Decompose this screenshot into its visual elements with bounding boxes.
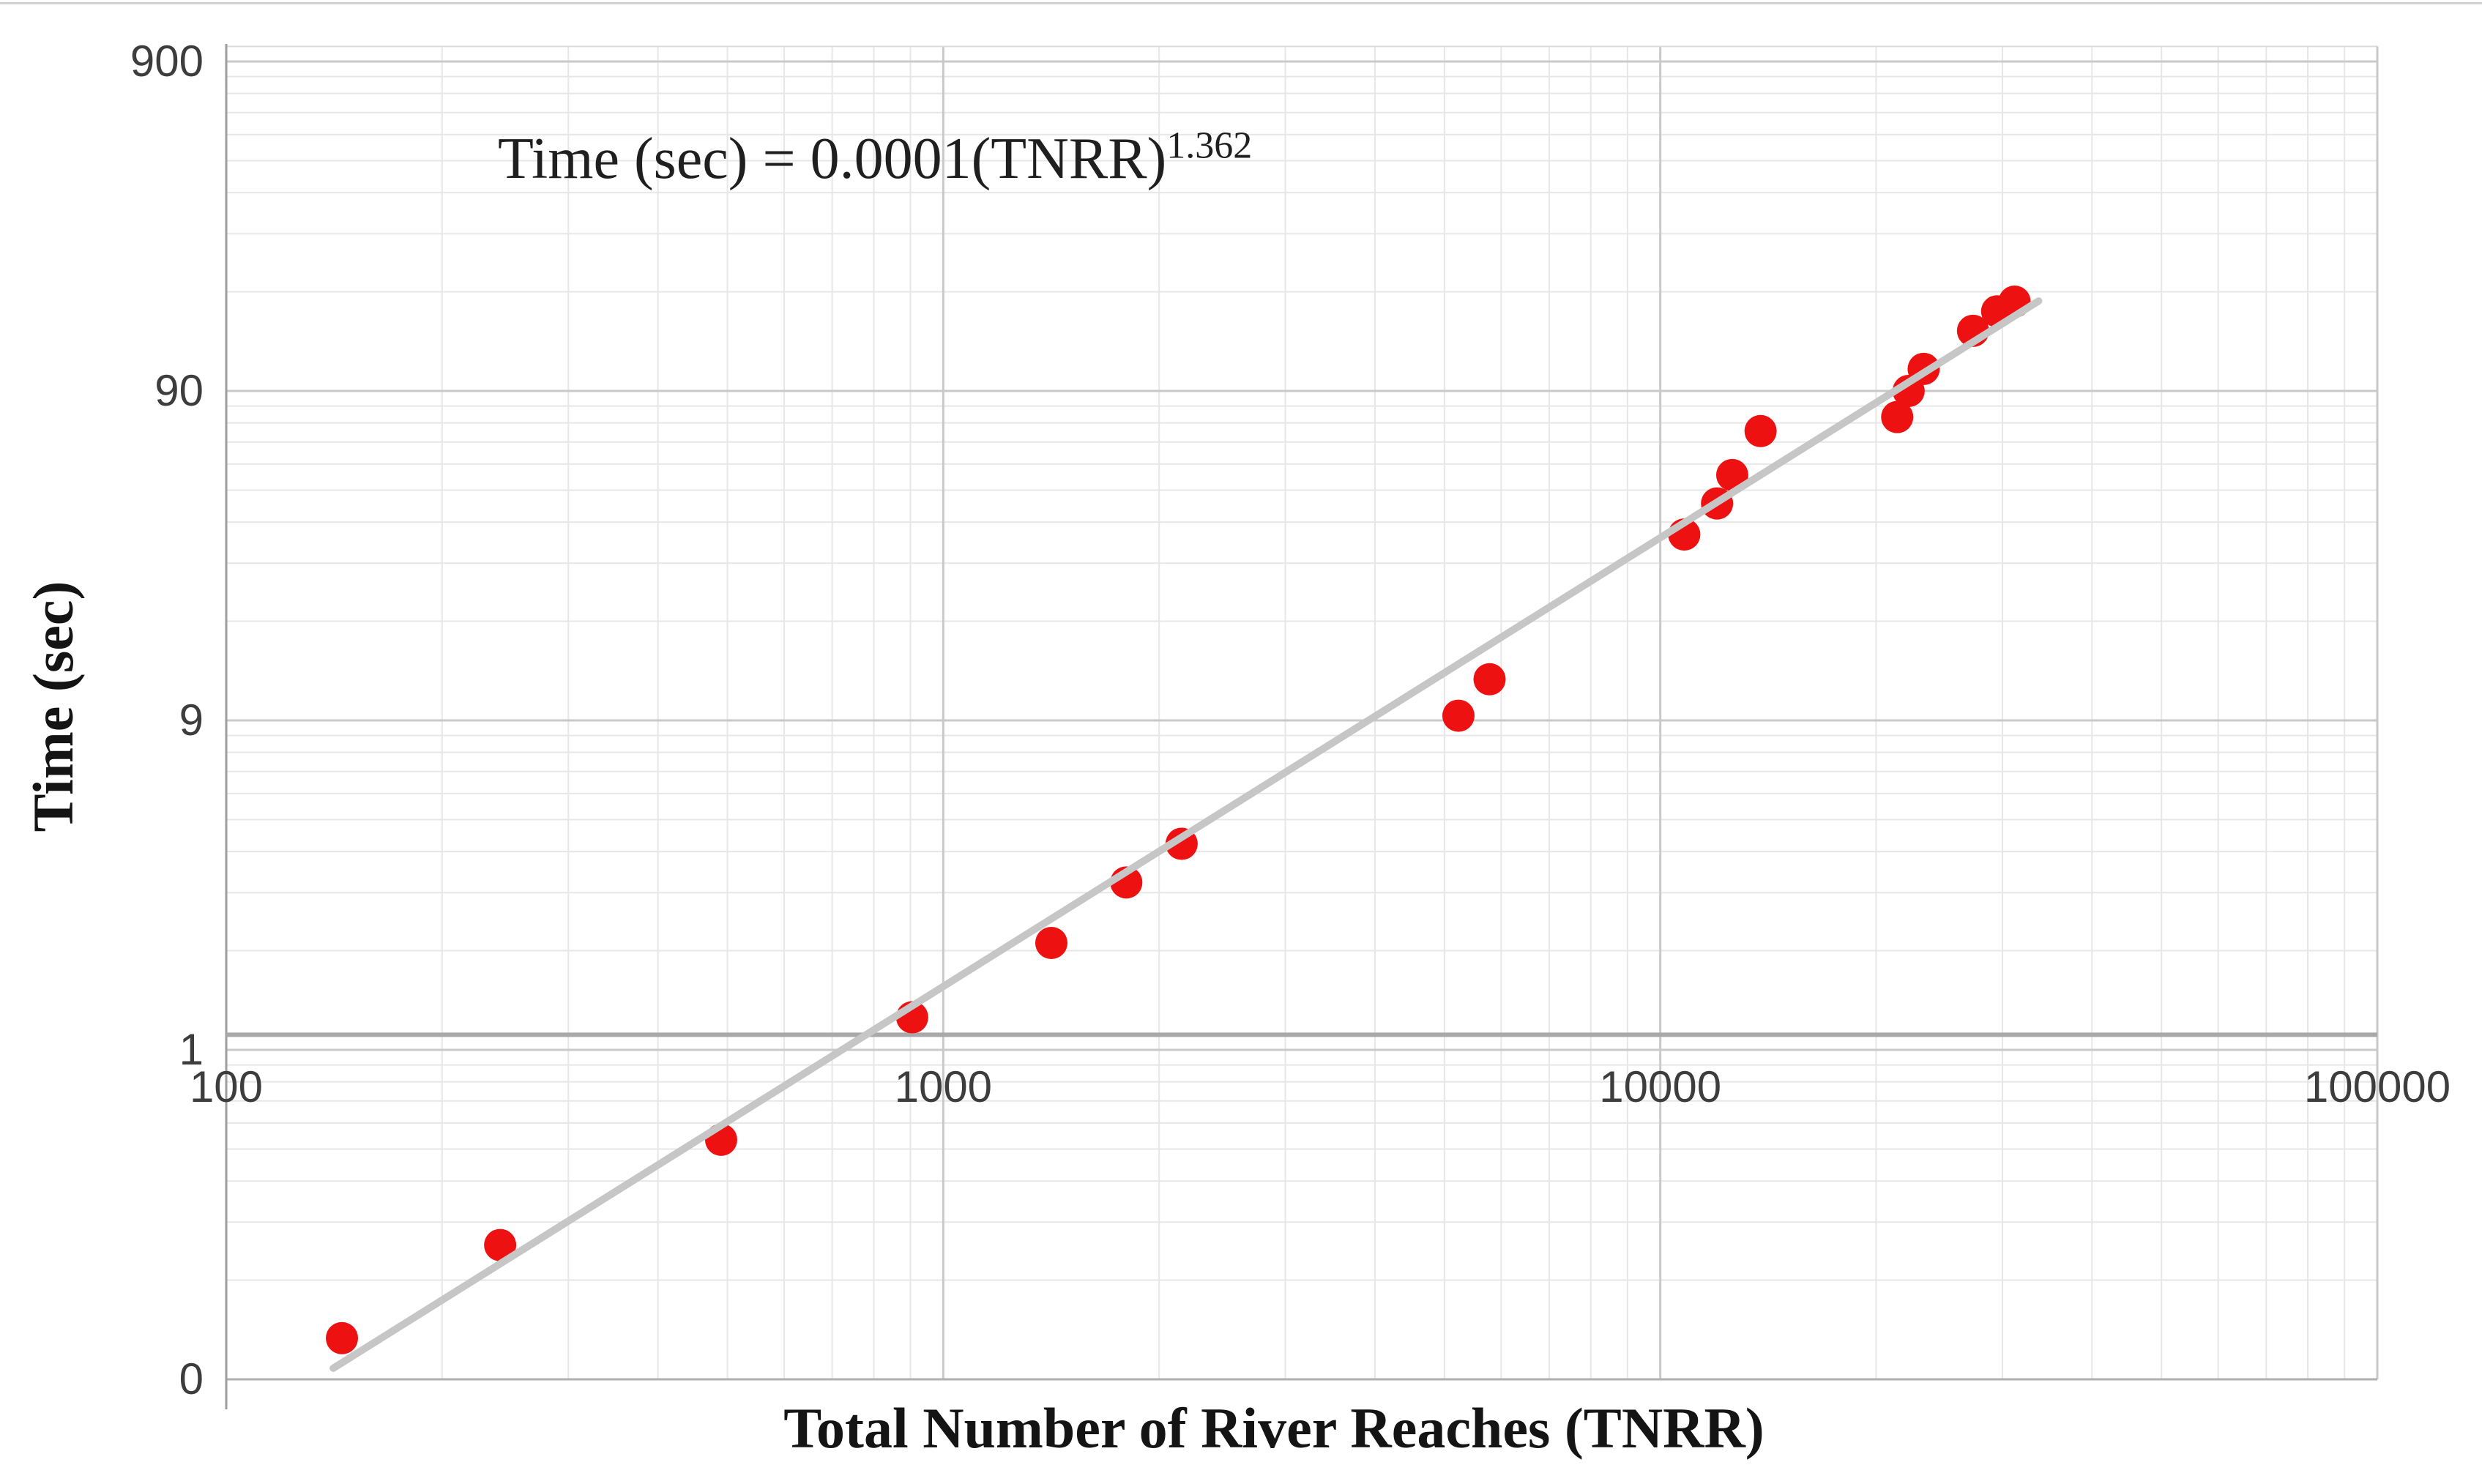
data-point <box>1881 400 1914 433</box>
y-tick-label: 0 <box>179 1354 204 1403</box>
data-point <box>1473 663 1506 696</box>
y-tick-label: 900 <box>130 37 204 86</box>
trendline-equation-exponent: 1.362 <box>1166 124 1253 167</box>
data-point <box>1744 414 1777 447</box>
data-point <box>484 1228 517 1261</box>
data-point <box>326 1321 359 1354</box>
x-tick-label: 100 <box>189 1062 264 1111</box>
data-point <box>1035 926 1067 959</box>
x-tick-label: 1000 <box>894 1062 993 1111</box>
y-tick-label: 9 <box>179 696 204 745</box>
y-tick-label: 90 <box>154 366 204 415</box>
data-point <box>1715 458 1748 491</box>
x-tick-label: 100000 <box>2303 1062 2451 1111</box>
y-tick-label: 1 <box>179 1025 204 1074</box>
trendline-equation-base: Time (sec) = 0.0001(TNRR) <box>498 127 1167 191</box>
trendline-equation: Time (sec) = 0.0001(TNRR)1.362 <box>498 126 1252 193</box>
x-axis-title: Total Number of River Reaches (TNRR) <box>783 1396 1764 1460</box>
data-point <box>1442 699 1475 732</box>
trend-line <box>329 297 2043 1372</box>
chart-top-border <box>0 2 2482 4</box>
x-tick-label: 10000 <box>1599 1062 1722 1111</box>
